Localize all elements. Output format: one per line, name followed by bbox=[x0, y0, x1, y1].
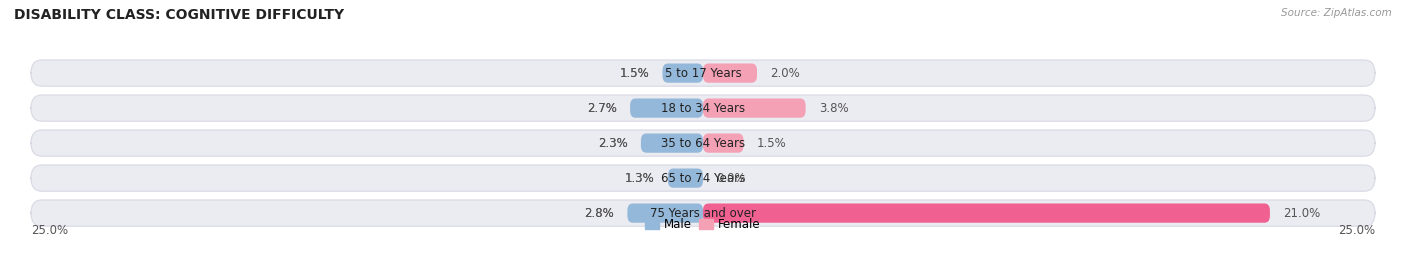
FancyBboxPatch shape bbox=[31, 95, 1375, 121]
Text: 25.0%: 25.0% bbox=[1339, 224, 1375, 237]
Text: 2.7%: 2.7% bbox=[586, 102, 617, 114]
Text: 0.0%: 0.0% bbox=[717, 172, 747, 185]
Text: 1.5%: 1.5% bbox=[756, 137, 787, 150]
FancyBboxPatch shape bbox=[630, 99, 703, 118]
FancyBboxPatch shape bbox=[703, 133, 744, 153]
Text: 18 to 34 Years: 18 to 34 Years bbox=[661, 102, 745, 114]
FancyBboxPatch shape bbox=[31, 200, 1375, 226]
FancyBboxPatch shape bbox=[668, 168, 703, 188]
Text: 65 to 74 Years: 65 to 74 Years bbox=[661, 172, 745, 185]
Text: 2.0%: 2.0% bbox=[770, 67, 800, 80]
Text: 3.8%: 3.8% bbox=[820, 102, 849, 114]
FancyBboxPatch shape bbox=[641, 133, 703, 153]
FancyBboxPatch shape bbox=[627, 204, 703, 223]
Text: 21.0%: 21.0% bbox=[1284, 207, 1320, 220]
FancyBboxPatch shape bbox=[662, 63, 703, 83]
Text: 2.3%: 2.3% bbox=[598, 137, 627, 150]
FancyBboxPatch shape bbox=[31, 60, 1375, 86]
Text: 75 Years and over: 75 Years and over bbox=[650, 207, 756, 220]
FancyBboxPatch shape bbox=[31, 130, 1375, 156]
FancyBboxPatch shape bbox=[703, 204, 1270, 223]
Text: Source: ZipAtlas.com: Source: ZipAtlas.com bbox=[1281, 8, 1392, 18]
FancyBboxPatch shape bbox=[703, 99, 806, 118]
FancyBboxPatch shape bbox=[703, 63, 756, 83]
Text: 25.0%: 25.0% bbox=[31, 224, 67, 237]
Text: 35 to 64 Years: 35 to 64 Years bbox=[661, 137, 745, 150]
Text: 1.5%: 1.5% bbox=[619, 67, 650, 80]
FancyBboxPatch shape bbox=[31, 165, 1375, 191]
Text: 2.8%: 2.8% bbox=[583, 207, 614, 220]
Text: 1.3%: 1.3% bbox=[624, 172, 654, 185]
Legend: Male, Female: Male, Female bbox=[641, 213, 765, 235]
Text: 2.8%: 2.8% bbox=[583, 207, 614, 220]
Text: 2.3%: 2.3% bbox=[598, 137, 627, 150]
Text: DISABILITY CLASS: COGNITIVE DIFFICULTY: DISABILITY CLASS: COGNITIVE DIFFICULTY bbox=[14, 8, 344, 22]
Text: 5 to 17 Years: 5 to 17 Years bbox=[665, 67, 741, 80]
Text: 1.3%: 1.3% bbox=[624, 172, 654, 185]
Text: 2.7%: 2.7% bbox=[586, 102, 617, 114]
Text: 1.5%: 1.5% bbox=[619, 67, 650, 80]
